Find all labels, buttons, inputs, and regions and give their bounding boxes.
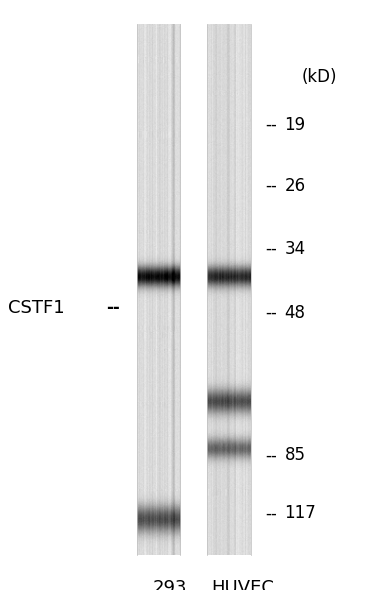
Text: --: -- [265, 504, 277, 522]
Text: HUVEC: HUVEC [211, 579, 274, 590]
Text: --: -- [265, 447, 277, 464]
Text: 48: 48 [285, 304, 306, 322]
Text: --: -- [265, 240, 277, 258]
Text: 293: 293 [153, 579, 187, 590]
Text: --: -- [265, 116, 277, 134]
Text: 34: 34 [285, 240, 306, 258]
Text: --: -- [106, 299, 120, 317]
Text: --: -- [265, 177, 277, 195]
Text: 117: 117 [285, 504, 316, 522]
Text: CSTF1: CSTF1 [8, 299, 64, 317]
Text: --: -- [265, 304, 277, 322]
Text: 19: 19 [285, 116, 306, 134]
Text: 85: 85 [285, 447, 306, 464]
Text: 26: 26 [285, 177, 306, 195]
Text: (kD): (kD) [302, 68, 337, 86]
